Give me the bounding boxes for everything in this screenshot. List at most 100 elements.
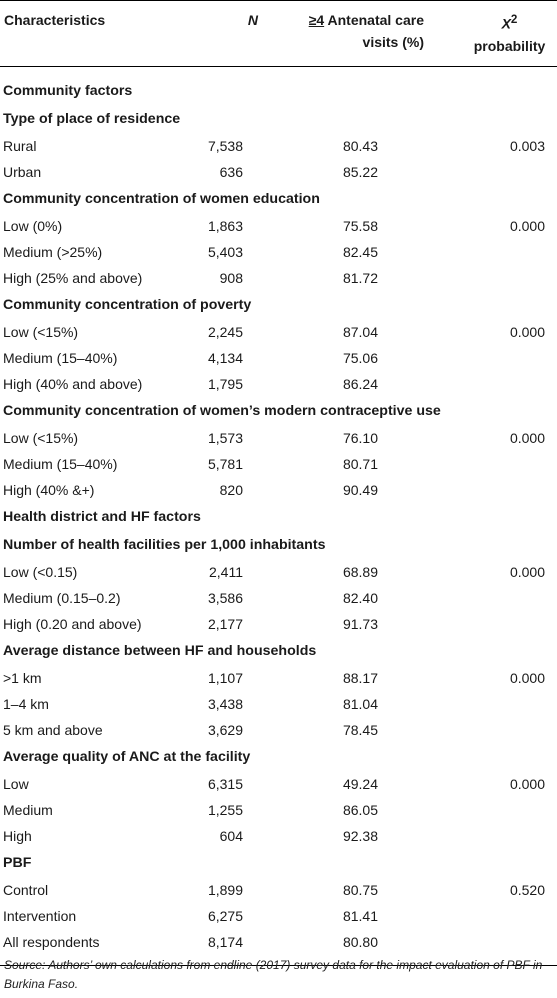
row-anc-percent: 86.05 <box>342 802 378 818</box>
row-anc-percent: 90.49 <box>342 482 378 498</box>
row-anc-percent: 86.24 <box>342 376 378 392</box>
row-anc-percent: 80.80 <box>342 934 378 950</box>
row-chi-probability: 0.000 <box>509 670 545 686</box>
table-row: High 604 92.38 <box>0 823 557 849</box>
table-row: 1–4 km 3,438 81.04 <box>0 691 557 717</box>
row-chi-probability: 0.000 <box>509 564 545 580</box>
row-chi-probability <box>448 691 557 717</box>
group-row: Community concentration of women’s moder… <box>0 397 557 425</box>
header-anc-label: Antenatal care <box>324 12 425 28</box>
row-n: 6,315 <box>207 776 243 792</box>
header-n: N <box>181 0 270 67</box>
row-chi-probability <box>448 717 557 743</box>
row-label: Low (0%) <box>3 218 63 234</box>
group-row: Average distance between HF and househol… <box>0 637 557 665</box>
row-anc-percent: 81.41 <box>342 908 378 924</box>
row-anc-percent: 91.73 <box>342 616 378 632</box>
table-row: High (0.20 and above) 2,177 91.73 <box>0 611 557 637</box>
row-n: 2,411 <box>209 564 243 580</box>
row-anc-percent: 80.43 <box>342 138 378 154</box>
row-label: High (40% and above) <box>3 376 143 392</box>
table-row: Intervention 6,275 81.41 <box>0 903 557 929</box>
row-chi-probability <box>448 903 557 929</box>
row-chi-probability: 0.003 <box>509 138 545 154</box>
header-chi-symbol: X <box>501 15 511 32</box>
row-n: 6,275 <box>207 908 243 924</box>
row-anc-percent: 80.75 <box>342 882 378 898</box>
row-anc-percent: 82.45 <box>342 244 378 260</box>
row-anc-percent: 87.04 <box>342 324 378 340</box>
header-anc-symbol: ≥4 <box>308 12 325 28</box>
row-anc-percent: 81.72 <box>342 270 378 286</box>
table-row: High (40% &+) 820 90.49 <box>0 477 557 503</box>
table-body: Community factors Type of place of reside… <box>0 67 557 966</box>
group-title: Community concentration of women educati… <box>3 191 320 207</box>
table-row: Low 6,315 49.24 0.000 <box>0 771 557 797</box>
row-chi-probability: 0.000 <box>509 430 545 446</box>
row-label: Low <box>3 776 29 792</box>
section-row: Health district and HF factors <box>0 503 557 531</box>
group-title: Number of health facilities per 1,000 in… <box>3 537 326 553</box>
group-title: Community concentration of women’s moder… <box>3 403 441 419</box>
row-label: High (0.20 and above) <box>3 616 142 632</box>
row-label: Medium <box>3 802 53 818</box>
table-row: >1 km 1,107 88.17 0.000 <box>0 665 557 691</box>
table-row: All respondents 8,174 80.80 <box>0 929 557 955</box>
row-chi-probability <box>448 797 557 823</box>
row-label: Low (<15%) <box>3 324 79 340</box>
section-row: PBF <box>0 849 557 877</box>
row-n: 2,177 <box>207 616 243 632</box>
row-n: 3,586 <box>207 590 243 606</box>
table-row: Medium (15–40%) 5,781 80.71 <box>0 451 557 477</box>
row-label: High <box>3 828 32 844</box>
row-n: 908 <box>219 270 243 286</box>
row-n: 4,134 <box>207 350 243 366</box>
row-n: 1,863 <box>207 218 243 234</box>
row-label: High (40% &+) <box>3 482 95 498</box>
row-anc-percent: 80.71 <box>342 456 378 472</box>
row-anc-percent: 85.22 <box>342 164 378 180</box>
section-title: PBF <box>3 855 32 871</box>
table-footnote: Source: Authors’ own calculations from e… <box>4 958 543 991</box>
group-row: Number of health facilities per 1,000 in… <box>0 531 557 559</box>
row-label: Medium (0.15–0.2) <box>3 590 121 606</box>
row-n: 2,245 <box>207 324 243 340</box>
row-chi-probability <box>448 265 557 291</box>
row-chi-probability <box>448 585 557 611</box>
row-label: Control <box>3 882 49 898</box>
table-row: High (40% and above) 1,795 86.24 <box>0 371 557 397</box>
row-anc-percent: 82.40 <box>342 590 378 606</box>
row-label: Urban <box>3 164 42 180</box>
row-anc-percent: 75.58 <box>342 218 378 234</box>
table-row: Medium (>25%) 5,403 82.45 <box>0 239 557 265</box>
row-chi-probability: 0.000 <box>509 218 545 234</box>
row-chi-probability <box>448 239 557 265</box>
table-row: 5 km and above 3,629 78.45 <box>0 717 557 743</box>
row-n: 1,573 <box>207 430 243 446</box>
group-title: Type of place of residence <box>3 111 181 127</box>
row-n: 8,174 <box>207 934 243 950</box>
row-label: All respondents <box>3 934 100 950</box>
row-chi-probability <box>448 823 557 849</box>
group-row: Average quality of ANC at the facility <box>0 743 557 771</box>
row-label: >1 km <box>3 670 42 686</box>
row-chi-probability <box>448 451 557 477</box>
table-row: Medium 1,255 86.05 <box>0 797 557 823</box>
row-n: 3,629 <box>207 722 243 738</box>
row-chi-probability <box>448 929 557 955</box>
row-n: 3,438 <box>207 696 243 712</box>
group-title: Community concentration of poverty <box>3 297 252 313</box>
spacer-row <box>0 955 557 966</box>
spacer-cell <box>0 955 557 966</box>
header-anc-label-line2: visits (%) <box>362 34 424 50</box>
row-n: 1,107 <box>207 670 243 686</box>
row-chi-probability <box>448 611 557 637</box>
header-chi-superscript: 2 <box>510 13 518 26</box>
table-row: Low (<15%) 1,573 76.10 0.000 <box>0 425 557 451</box>
section-title: Community factors <box>3 83 133 99</box>
characteristics-table: Characteristics N ≥4 Antenatal care visit… <box>0 0 557 966</box>
row-label: Medium (>25%) <box>3 244 103 260</box>
row-n: 820 <box>219 482 243 498</box>
row-n: 5,781 <box>207 456 243 472</box>
header-chi-label: probability <box>473 37 546 54</box>
